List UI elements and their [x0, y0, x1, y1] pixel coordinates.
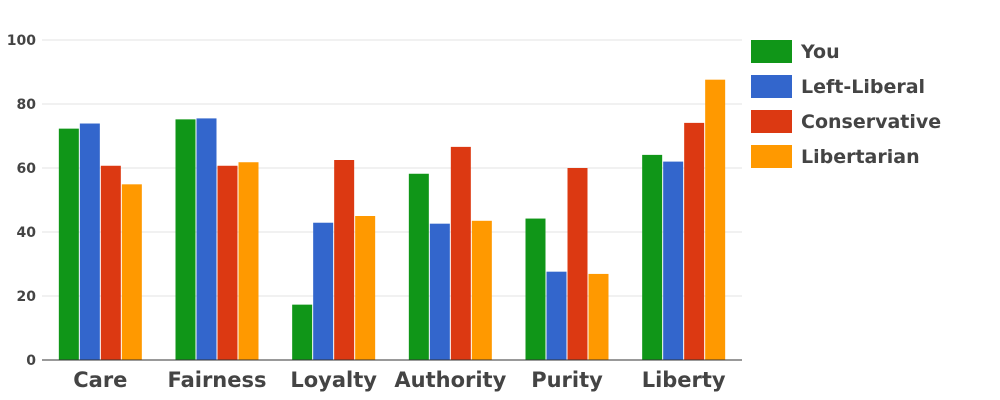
y-tick-label-40: 40 — [17, 225, 37, 241]
x-category-label-liberty: Liberty — [642, 368, 726, 392]
legend[interactable]: You Left-Liberal Conservative Libertarian — [751, 40, 941, 168]
bar-purity-conservative[interactable] — [567, 168, 588, 360]
bar-fairness-libertarian[interactable] — [238, 162, 259, 360]
bar-authority-libertarian[interactable] — [471, 220, 492, 360]
bar-purity-left-liberal[interactable] — [546, 271, 567, 360]
bar-loyalty-conservative[interactable] — [334, 160, 355, 360]
bar-loyalty-left-liberal[interactable] — [313, 222, 334, 360]
legend-label-left-liberal: Left-Liberal — [801, 76, 925, 98]
bar-care-libertarian[interactable] — [121, 184, 142, 360]
legend-swatch-you — [751, 40, 792, 63]
bars — [58, 79, 726, 361]
x-category-label-care: Care — [73, 368, 127, 392]
bar-care-left-liberal[interactable] — [79, 123, 100, 361]
bar-care-conservative[interactable] — [100, 165, 121, 360]
bar-loyalty-you[interactable] — [292, 304, 313, 360]
y-tick-label-100: 100 — [7, 33, 36, 49]
bar-fairness-left-liberal[interactable] — [196, 118, 217, 361]
bar-fairness-you[interactable] — [175, 119, 196, 360]
bar-authority-left-liberal[interactable] — [429, 223, 450, 360]
legend-item-you[interactable]: You — [751, 40, 840, 63]
bar-liberty-conservative[interactable] — [684, 122, 705, 360]
legend-swatch-libertarian — [751, 145, 792, 168]
gridlines — [42, 39, 742, 297]
legend-swatch-left-liberal — [751, 75, 792, 98]
bar-fairness-conservative[interactable] — [217, 165, 238, 360]
bar-purity-you[interactable] — [525, 218, 546, 360]
bar-authority-you[interactable] — [408, 173, 429, 360]
bar-authority-conservative[interactable] — [450, 146, 471, 360]
legend-label-conservative: Conservative — [801, 111, 941, 133]
bar-care-you[interactable] — [58, 128, 79, 360]
legend-swatch-conservative — [751, 110, 792, 133]
legend-item-libertarian[interactable]: Libertarian — [751, 145, 920, 168]
x-category-label-loyalty: Loyalty — [290, 368, 377, 392]
x-category-label-fairness: Fairness — [167, 368, 266, 392]
legend-label-you: You — [800, 41, 840, 63]
bar-loyalty-libertarian[interactable] — [355, 216, 376, 360]
legend-item-left-liberal[interactable]: Left-Liberal — [751, 75, 925, 98]
y-tick-label-0: 0 — [26, 353, 36, 369]
bar-purity-libertarian[interactable] — [588, 273, 609, 360]
y-tick-label-80: 80 — [17, 97, 37, 113]
y-tick-label-60: 60 — [17, 161, 37, 177]
bar-liberty-libertarian[interactable] — [705, 79, 726, 361]
bar-liberty-left-liberal[interactable] — [663, 161, 684, 360]
x-axis-category-labels: Care Fairness Loyalty Authority Purity Libert… — [73, 368, 726, 392]
x-category-label-authority: Authority — [394, 368, 506, 392]
legend-item-conservative[interactable]: Conservative — [751, 110, 941, 133]
y-axis-tick-labels: 0 20 40 60 80 100 — [7, 33, 36, 369]
bar-liberty-you[interactable] — [642, 154, 663, 360]
y-tick-label-20: 20 — [17, 289, 37, 305]
x-category-label-purity: Purity — [531, 368, 603, 392]
legend-label-libertarian: Libertarian — [801, 146, 920, 168]
